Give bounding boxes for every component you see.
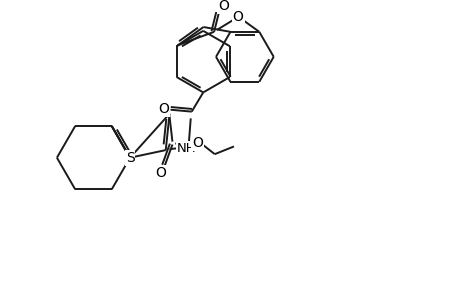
Text: O: O bbox=[191, 136, 202, 150]
Text: NH: NH bbox=[177, 142, 196, 155]
Text: O: O bbox=[218, 0, 229, 13]
Text: S: S bbox=[125, 151, 134, 165]
Text: O: O bbox=[232, 11, 243, 24]
Text: O: O bbox=[158, 102, 169, 116]
Text: O: O bbox=[155, 167, 166, 180]
